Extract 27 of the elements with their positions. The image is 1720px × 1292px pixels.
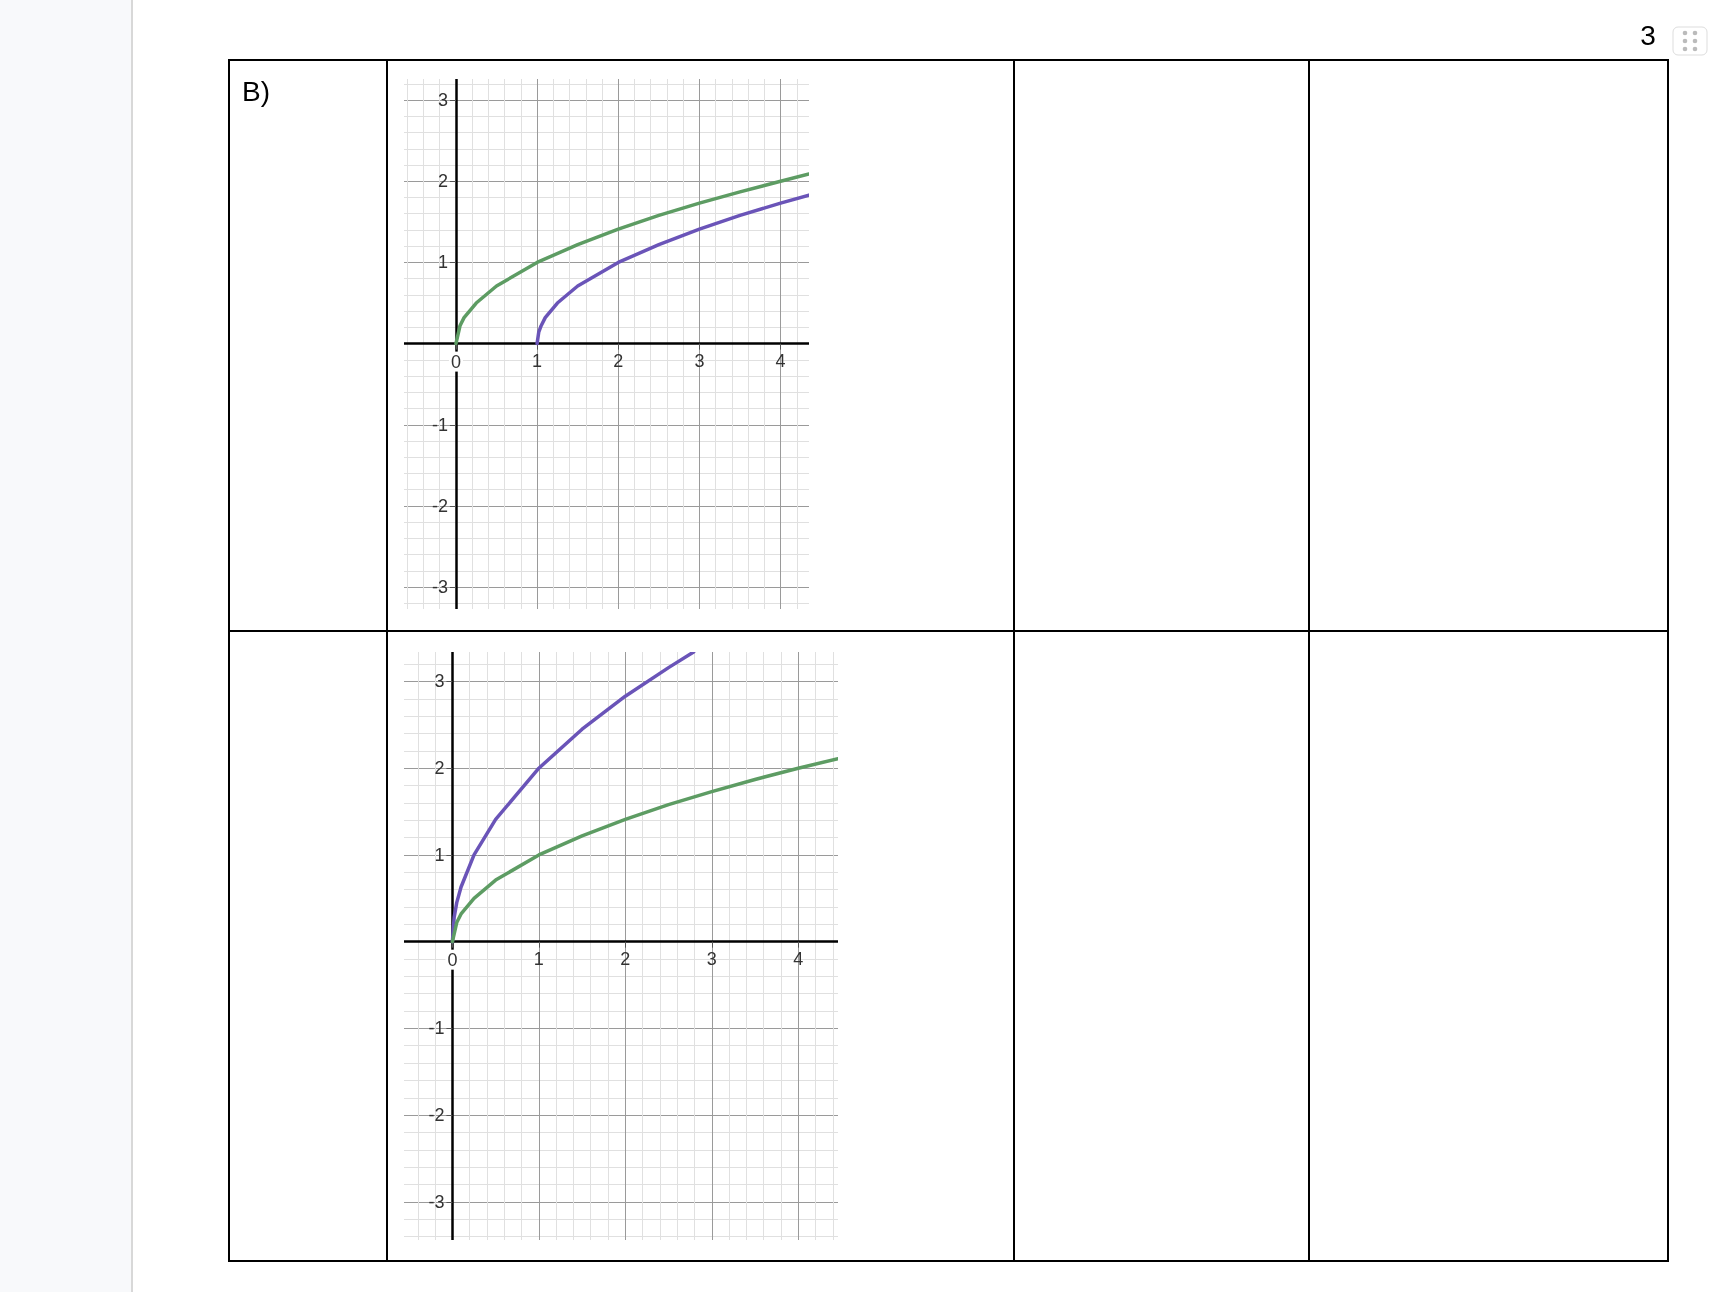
y-tick-label: 2 — [437, 171, 448, 192]
y-tick-label: 2 — [434, 758, 445, 779]
y-tick-label: -2 — [431, 495, 448, 516]
text: B) — [242, 76, 270, 108]
x-tick-label: 2 — [620, 948, 631, 969]
x-tick-label: 0 — [447, 949, 458, 970]
y-tick-label: -1 — [431, 414, 448, 435]
x-tick-label: 1 — [532, 350, 543, 371]
y-tick-label: -3 — [431, 577, 448, 598]
x-tick-label: 3 — [706, 948, 717, 969]
x-tick-label: 2 — [613, 350, 624, 371]
text: 3 — [1640, 20, 1656, 52]
y-tick-label: 3 — [434, 671, 445, 692]
y-tick-label: -2 — [428, 1105, 445, 1126]
y-tick-label: 3 — [437, 90, 448, 111]
y-tick-label: -3 — [428, 1191, 445, 1212]
x-tick-label: 4 — [775, 350, 786, 371]
line-series — [450, 756, 838, 944]
y-tick-label: 1 — [437, 252, 448, 273]
line-series — [454, 172, 809, 346]
x-tick-label: 1 — [533, 948, 544, 969]
x-tick-label: 0 — [450, 351, 461, 372]
x-tick-label: 3 — [694, 350, 705, 371]
x-tick-label: 4 — [793, 948, 804, 969]
y-tick-label: -1 — [428, 1018, 445, 1039]
y-tick-label: 1 — [434, 844, 445, 865]
line-series — [535, 193, 809, 346]
